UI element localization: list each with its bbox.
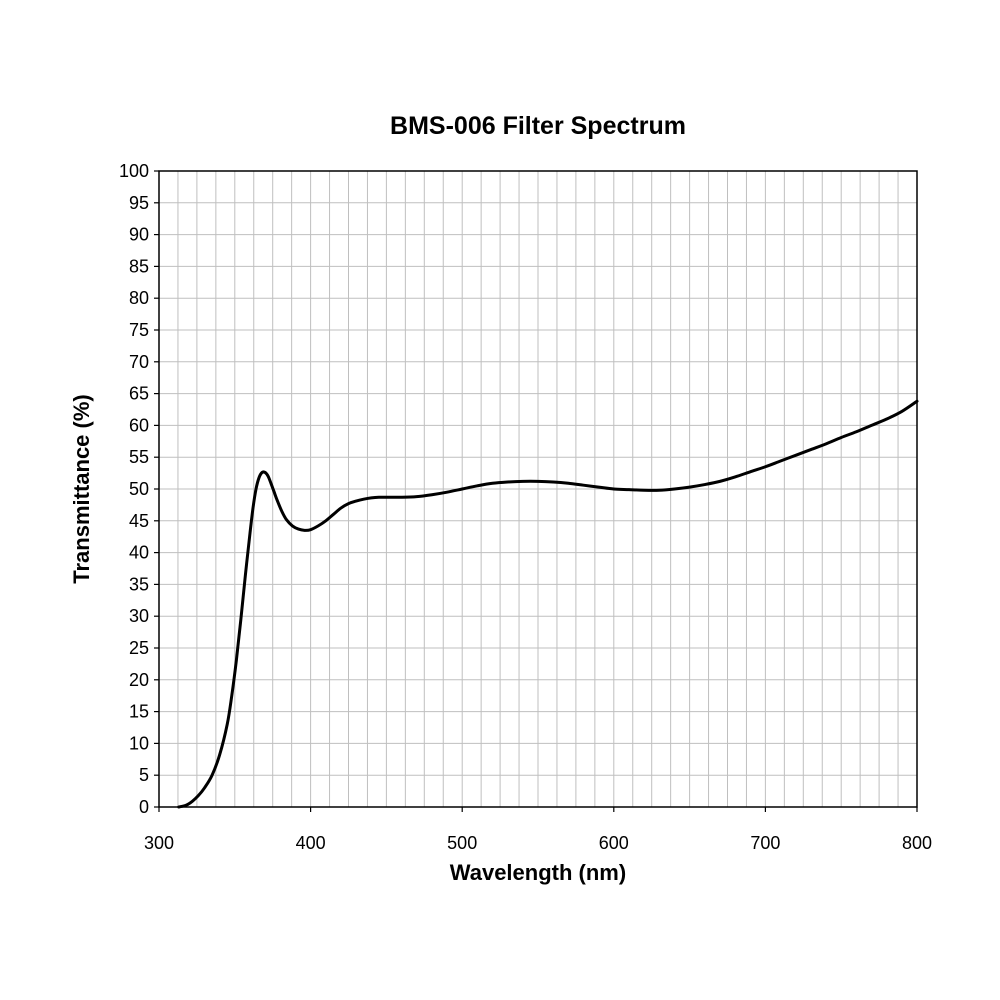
y-tick-label: 0	[139, 797, 149, 817]
y-axis-title: Transmittance (%)	[69, 394, 94, 584]
y-tick-label: 30	[129, 606, 149, 626]
y-tick-label: 50	[129, 479, 149, 499]
x-axis-title: Wavelength (nm)	[450, 860, 626, 885]
y-tick-label: 95	[129, 193, 149, 213]
x-tick-label: 300	[144, 833, 174, 853]
transmittance-series-line	[179, 401, 917, 807]
y-tick-label: 85	[129, 256, 149, 276]
x-tick-label: 400	[296, 833, 326, 853]
y-tick-label: 5	[139, 765, 149, 785]
y-tick-label: 75	[129, 320, 149, 340]
x-tick-label: 700	[750, 833, 780, 853]
y-tick-label: 70	[129, 352, 149, 372]
x-axis-ticks: 300 400 500 600 700 800	[144, 807, 932, 853]
y-tick-label: 60	[129, 415, 149, 435]
y-tick-label: 45	[129, 511, 149, 531]
x-tick-label: 800	[902, 833, 932, 853]
y-tick-label: 90	[129, 225, 149, 245]
y-axis-ticks: 0 5 10 15 20 25 30 35 40 45 50 55 60 65 70 75 80 85 90 95 10…	[119, 161, 159, 817]
y-tick-label: 100	[119, 161, 149, 181]
y-tick-label: 20	[129, 670, 149, 690]
y-tick-label: 55	[129, 447, 149, 467]
x-tick-label: 600	[599, 833, 629, 853]
x-tick-label: 500	[447, 833, 477, 853]
y-tick-label: 10	[129, 733, 149, 753]
y-tick-label: 35	[129, 574, 149, 594]
y-tick-label: 65	[129, 384, 149, 404]
y-tick-label: 25	[129, 638, 149, 658]
chart-title: BMS-006 Filter Spectrum	[390, 112, 686, 140]
y-tick-label: 40	[129, 543, 149, 563]
y-tick-label: 80	[129, 288, 149, 308]
y-tick-label: 15	[129, 702, 149, 722]
